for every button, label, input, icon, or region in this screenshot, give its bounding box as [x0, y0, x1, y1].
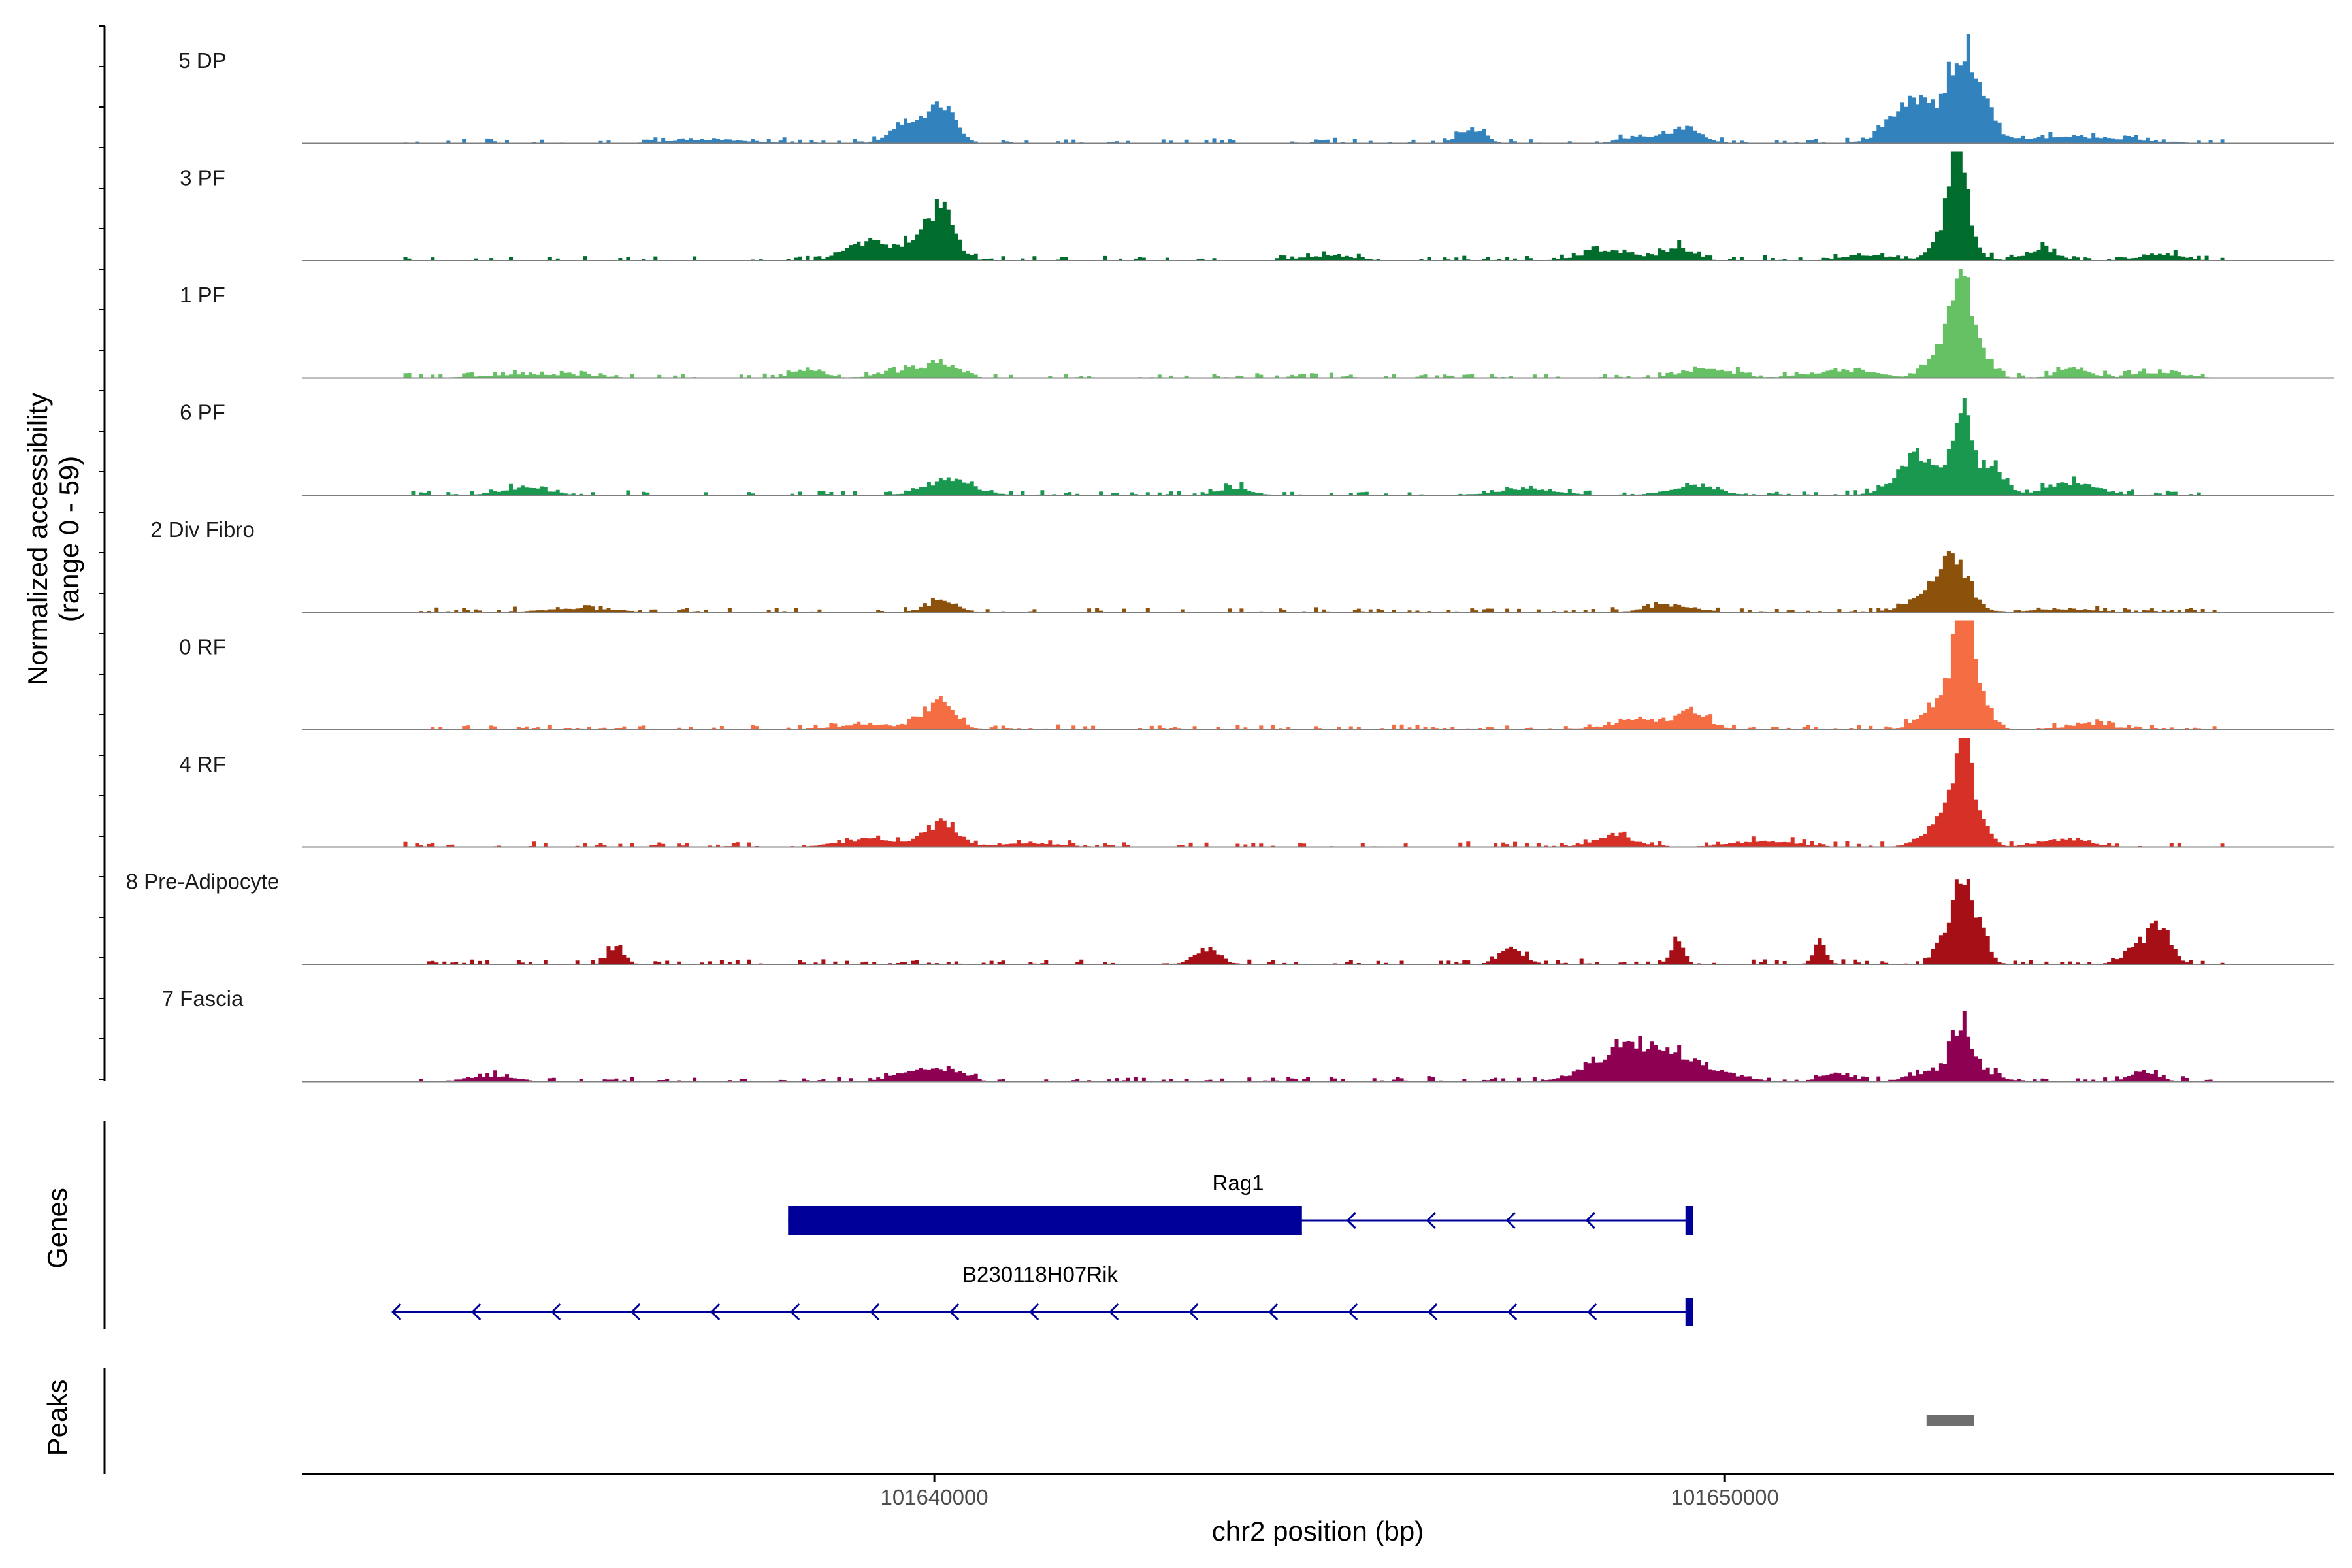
coverage-area: [302, 34, 2334, 144]
peak-region: [1926, 1415, 1974, 1426]
gene-track: Rag1 B230118H07Rik: [103, 1121, 1693, 1329]
x-tick-label: 101640000: [880, 1485, 988, 1509]
coverage-track-3-pf: 3 PF: [180, 151, 2334, 261]
strand-arrow: [1428, 1303, 1438, 1321]
strand-arrow: [1585, 1211, 1595, 1230]
coverage-track-8-pre-adipocyte: 8 Pre-Adipocyte: [126, 870, 2334, 965]
strand-arrow: [1029, 1303, 1039, 1321]
gene-rag1: Rag1: [788, 1171, 1693, 1235]
strand-arrow: [1505, 1211, 1516, 1230]
coverage-track-1-pf: 1 PF: [180, 269, 2334, 379]
strand-arrow: [710, 1303, 721, 1321]
strand-arrow: [471, 1303, 482, 1321]
track-label: 0 RF: [179, 635, 226, 659]
track-label: 8 Pre-Adipocyte: [126, 870, 280, 894]
strand-arrow: [1346, 1211, 1356, 1230]
track-label: 5 DP: [178, 48, 226, 73]
strand-arrow: [870, 1303, 880, 1321]
track-label: 4 RF: [179, 752, 226, 776]
coverage-area: [302, 738, 2334, 847]
gene-tss-marker: [1685, 1298, 1693, 1326]
strand-arrow: [1426, 1211, 1436, 1230]
strand-arrow: [1587, 1303, 1597, 1321]
strand-arrow: [1507, 1303, 1518, 1321]
strand-arrow: [551, 1303, 561, 1321]
gene-label: Rag1: [1213, 1171, 1264, 1195]
coverage-area: [302, 1011, 2334, 1082]
strand-arrow: [391, 1303, 402, 1321]
track-label: 6 PF: [180, 400, 225, 425]
coverage-track-5-dp: 5 DP: [178, 34, 2334, 144]
x-axis-title: chr2 position (bp): [1212, 1516, 1424, 1546]
y-axis-title-line2: (range 0 - 59): [54, 456, 84, 622]
track-label: 3 PF: [180, 166, 225, 190]
coverage-area: [302, 551, 2334, 613]
genes-track-label: Genes: [42, 1188, 73, 1269]
x-axis-ticks: 101640000 101650000: [880, 1474, 1779, 1509]
coverage-area: [302, 398, 2334, 495]
strand-arrow: [1109, 1303, 1119, 1321]
peaks-track: [103, 1368, 1974, 1474]
strand-arrow: [790, 1303, 800, 1321]
strand-arrow: [1268, 1303, 1279, 1321]
coverage-area: [302, 620, 2334, 730]
strand-arrow: [1188, 1303, 1199, 1321]
strand-arrow: [949, 1303, 960, 1321]
coverage-area: [302, 879, 2334, 964]
track-label: 2 Div Fibro: [150, 517, 255, 542]
track-label: 1 PF: [180, 283, 225, 307]
coverage-y-axis-ticks: [99, 25, 105, 1080]
y-axis-title-line1: Normalized accessibility: [22, 393, 53, 685]
coverage-track-6-pf: 6 PF: [180, 398, 2334, 496]
gene-b230118h07rik: B230118H07Rik: [391, 1262, 1693, 1326]
gene-tss-marker: [1685, 1206, 1693, 1235]
strand-arrow: [630, 1303, 641, 1321]
coverage-track-4-rf: 4 RF: [179, 738, 2334, 848]
y-axis-title: Normalized accessibility (range 0 - 59): [22, 393, 84, 685]
coverage-tracks: 5 DP 3 PF 1 PF 6 PF 2 Div Fibro 0 RF 4 RF 8 Pre…: [99, 25, 2334, 1083]
gene-label: B230118H07Rik: [962, 1262, 1118, 1286]
coverage-track-0-rf: 0 RF: [179, 620, 2334, 730]
track-label: 7 Fascia: [162, 987, 244, 1011]
gene-exon-block: [788, 1206, 1302, 1235]
x-tick-label: 101650000: [1671, 1485, 1779, 1509]
coverage-track-2-div-fibro: 2 Div Fibro: [150, 517, 2334, 613]
coverage-track-7-fascia: 7 Fascia: [162, 987, 2334, 1083]
strand-arrow: [1348, 1303, 1358, 1321]
coverage-area: [302, 151, 2334, 261]
coverage-area: [302, 269, 2334, 378]
peaks-track-label: Peaks: [42, 1380, 73, 1456]
